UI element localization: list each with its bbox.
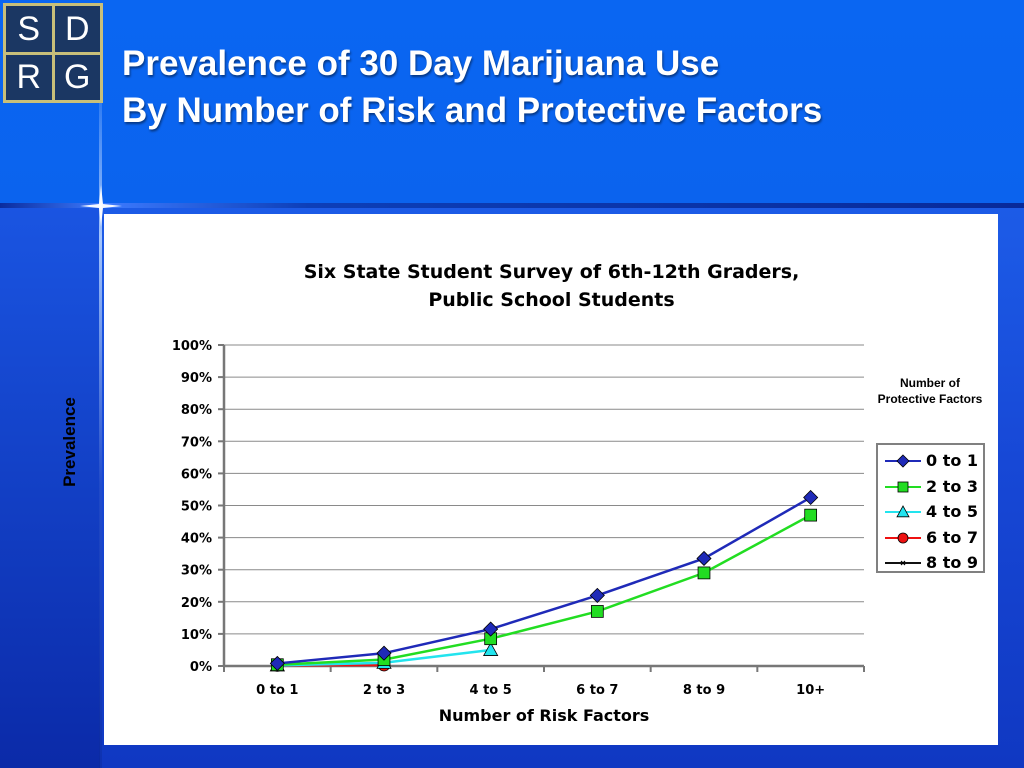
data-point [482, 642, 499, 656]
legend-label: 6 to 7 [926, 527, 979, 547]
data-point [696, 550, 712, 567]
legend-swatch [885, 505, 921, 518]
x-tick-label: 0 to 1 [256, 683, 298, 698]
logo-letter: D [54, 6, 100, 52]
legend-title: Number of Protective Factors [877, 376, 983, 406]
y-tick-label: 30% [181, 564, 212, 579]
y-tick-label: 70% [181, 435, 212, 450]
legend-label: 8 to 9 [926, 553, 979, 572]
chart-panel: Six State Student Survey of 6th-12th Gra… [60, 214, 999, 745]
y-tick-label: 20% [181, 596, 212, 611]
x-axis-label: Number of Risk Factors [438, 706, 650, 725]
data-point [483, 621, 499, 637]
data-point [589, 587, 605, 603]
chart-title-line1: Six State Student Survey of 6th-12th Gra… [303, 261, 800, 283]
logo-letter: G [54, 54, 100, 100]
data-point [590, 605, 604, 618]
y-tick-label: 0% [190, 660, 212, 675]
data-point [804, 508, 818, 522]
legend: 0 to 1 2 to 3 4 to 5 6 to 7 8 to 9 [876, 443, 985, 573]
data-point [269, 655, 285, 671]
x-tick-label: 2 to 3 [363, 683, 405, 698]
y-tick-label: 40% [181, 532, 212, 547]
sdrg-logo: S D R G [3, 3, 103, 103]
header-divider-line [0, 203, 1024, 208]
slide-title-line2: By Number of Risk and Protective Factors [122, 91, 823, 130]
chart-title-line2: Public School Students [428, 289, 675, 311]
y-tick-label: 90% [181, 371, 212, 386]
y-tick-label: 10% [181, 628, 212, 643]
y-tick-label: 50% [181, 500, 212, 515]
vertical-divider-line [99, 60, 102, 768]
x-tick-label: 6 to 7 [576, 683, 618, 698]
legend-swatch [885, 454, 921, 468]
data-point [376, 645, 392, 661]
legend-item: 8 to 9 [884, 552, 984, 574]
legend-item: 0 to 1 [884, 450, 984, 472]
data-point [697, 566, 711, 580]
legend-item: 2 to 3 [884, 476, 984, 498]
y-axis-label: Prevalence [60, 397, 79, 487]
y-tick-label: 60% [181, 467, 212, 482]
legend-swatch [885, 560, 921, 566]
legend-swatch [885, 481, 921, 492]
left-band [0, 205, 100, 768]
logo-letter: S [6, 6, 52, 52]
y-axis-label-wrap: Prevalence [60, 397, 130, 512]
legend-item: 4 to 5 [884, 501, 984, 523]
legend-label: 2 to 3 [926, 476, 979, 496]
x-tick-label: 8 to 9 [683, 683, 725, 698]
slide-title-line1: Prevalence of 30 Day Marijuana Use [122, 44, 720, 83]
series-line [277, 514, 812, 666]
legend-label: 4 to 5 [926, 502, 979, 521]
legend-item: 6 to 7 [884, 527, 984, 549]
legend-swatch [885, 532, 921, 543]
x-tick-label: 4 to 5 [470, 683, 512, 698]
slide-title: Prevalence of 30 Day Marijuana Use By Nu… [122, 40, 822, 134]
y-tick-label: 100% [172, 339, 212, 354]
series-line [277, 496, 812, 665]
legend-label: 0 to 1 [926, 451, 979, 470]
chart-title: Six State Student Survey of 6th-12th Gra… [104, 258, 999, 314]
x-tick-label: 10+ [796, 683, 825, 698]
y-tick-label: 80% [181, 403, 212, 418]
header-band [0, 0, 1024, 205]
line-chart: 0% 10% 20% 30% 40% 50% 60% 70% 80% 90% 100% 0 to 1 2… [172, 339, 865, 698]
data-point [803, 489, 819, 506]
sparkle-icon [80, 185, 122, 227]
logo-letter: R [6, 54, 52, 100]
